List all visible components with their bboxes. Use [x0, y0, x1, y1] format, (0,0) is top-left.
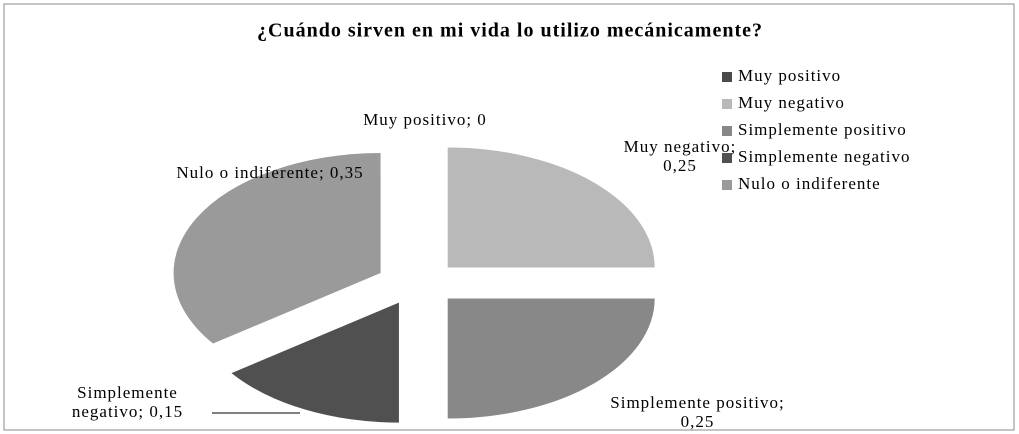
legend-label: Muy negativo: [738, 93, 845, 112]
legend-swatch: [722, 180, 732, 190]
legend-label: Muy positivo: [738, 66, 841, 85]
pie-slice: [447, 147, 655, 268]
legend-label: Simplemente negativo: [738, 147, 911, 166]
data-label: Nulo o indiferente; 0,35: [176, 163, 364, 182]
legend-swatch: [722, 153, 732, 163]
legend-swatch: [722, 126, 732, 136]
data-label: Simplemente positivo; 0,25: [610, 393, 785, 431]
chart-title: ¿Cuándo sirven en mi vida lo utilizo mec…: [257, 20, 763, 42]
data-label: Muy positivo; 0: [363, 110, 487, 129]
pie-slice: [447, 298, 655, 419]
data-label: Simplemente negativo; 0,15: [71, 383, 184, 421]
legend-swatch: [722, 99, 732, 109]
pie-slice: [173, 153, 381, 344]
pie-slice: [231, 302, 399, 423]
legend-swatch: [722, 72, 732, 82]
data-label: Muy negativo; 0,25: [623, 137, 737, 175]
legend-label: Nulo o indiferente: [738, 174, 881, 193]
legend-label: Simplemente positivo: [738, 120, 907, 139]
